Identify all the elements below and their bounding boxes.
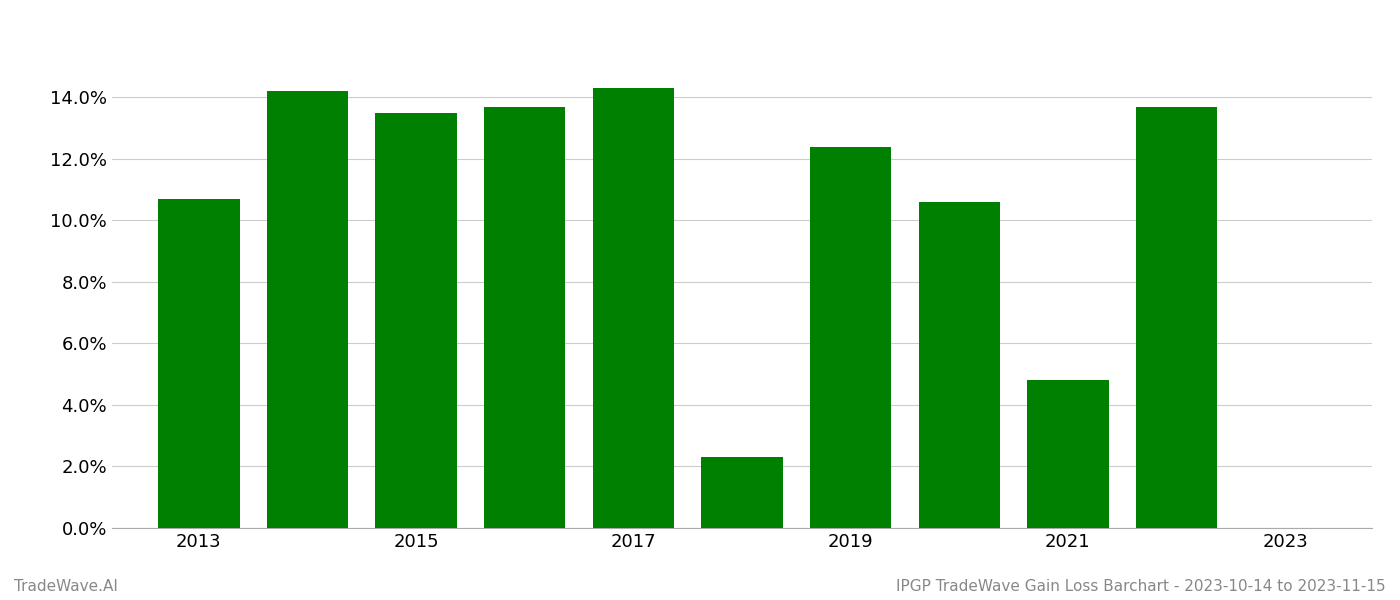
Bar [1135, 107, 1217, 528]
Bar [918, 202, 1000, 528]
Bar [809, 146, 892, 528]
Bar [1028, 380, 1109, 528]
Text: TradeWave.AI: TradeWave.AI [14, 579, 118, 594]
Bar [158, 199, 239, 528]
Bar [484, 107, 566, 528]
Bar [375, 113, 456, 528]
Text: IPGP TradeWave Gain Loss Barchart - 2023-10-14 to 2023-11-15: IPGP TradeWave Gain Loss Barchart - 2023… [896, 579, 1386, 594]
Bar [701, 457, 783, 528]
Bar [592, 88, 675, 528]
Bar [267, 91, 349, 528]
